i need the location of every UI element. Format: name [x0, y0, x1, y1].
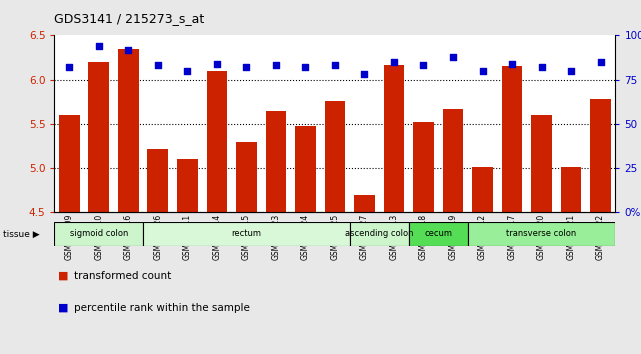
Bar — [472, 167, 493, 212]
Point — [478, 68, 488, 74]
Text: rectum: rectum — [231, 229, 262, 239]
Bar — [147, 149, 168, 212]
Bar — [206, 71, 227, 212]
Text: sigmoid colon: sigmoid colon — [70, 229, 128, 239]
Text: transformed count: transformed count — [74, 271, 171, 281]
Point — [271, 63, 281, 68]
Bar — [236, 142, 256, 212]
Bar — [561, 167, 581, 212]
Text: percentile rank within the sample: percentile rank within the sample — [74, 303, 249, 313]
Point — [360, 72, 370, 77]
Point — [123, 47, 133, 52]
Bar — [350, 222, 409, 246]
Bar — [409, 222, 468, 246]
Bar — [54, 222, 143, 246]
Bar — [143, 222, 350, 246]
Point — [507, 61, 517, 67]
Bar — [177, 159, 197, 212]
Bar — [383, 65, 404, 212]
Bar — [468, 222, 615, 246]
Bar — [531, 115, 552, 212]
Point — [241, 64, 251, 70]
Bar — [118, 49, 138, 212]
Point — [153, 63, 163, 68]
Text: tissue ▶: tissue ▶ — [3, 230, 39, 239]
Text: GDS3141 / 215273_s_at: GDS3141 / 215273_s_at — [54, 12, 204, 25]
Point — [389, 59, 399, 65]
Point — [212, 61, 222, 67]
Bar — [295, 126, 316, 212]
Point — [419, 63, 429, 68]
Bar — [265, 110, 287, 212]
Bar — [443, 109, 463, 212]
Text: transverse colon: transverse colon — [506, 229, 577, 239]
Bar — [59, 115, 79, 212]
Point — [330, 63, 340, 68]
Point — [595, 59, 606, 65]
Bar — [324, 101, 345, 212]
Point — [94, 43, 104, 49]
Text: cecum: cecum — [424, 229, 453, 239]
Text: ascending colon: ascending colon — [345, 229, 413, 239]
Bar — [354, 195, 375, 212]
Point — [300, 64, 310, 70]
Point — [537, 64, 547, 70]
Point — [448, 54, 458, 59]
Point — [566, 68, 576, 74]
Bar — [502, 67, 522, 212]
Bar — [590, 99, 611, 212]
Point — [182, 68, 192, 74]
Bar — [413, 122, 434, 212]
Point — [64, 64, 74, 70]
Bar — [88, 62, 109, 212]
Text: ■: ■ — [58, 271, 68, 281]
Text: ■: ■ — [58, 303, 68, 313]
